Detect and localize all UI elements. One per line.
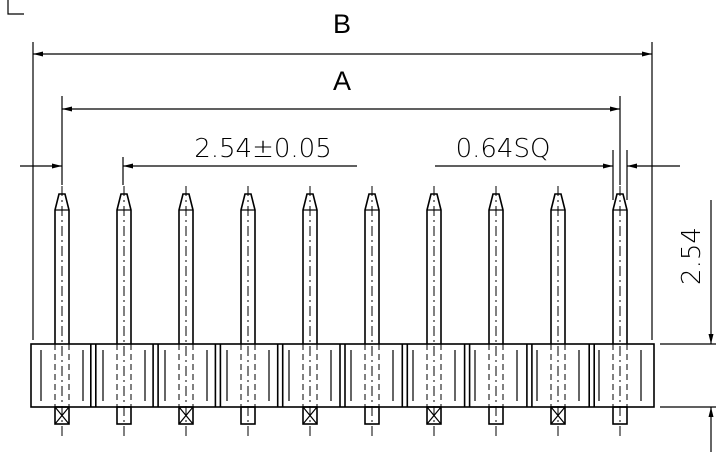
housing-cells — [40, 344, 642, 407]
pin — [488, 186, 504, 438]
pin-tail — [302, 406, 318, 425]
dimension-b: B — [33, 9, 652, 57]
pin-tail-cross — [550, 406, 566, 425]
pin — [54, 186, 70, 438]
dimension-a-label: A — [333, 66, 351, 96]
pin-tail-cross — [426, 406, 442, 425]
pin-tail — [240, 406, 256, 425]
pin-tail — [426, 406, 442, 425]
pin-tail — [116, 406, 132, 425]
pin-tail — [488, 406, 504, 425]
pin-tail — [364, 406, 380, 425]
dimension-pitch-label: 2.54±0.05 — [194, 134, 332, 164]
pin-tail — [612, 406, 628, 425]
pin — [426, 186, 442, 438]
pins — [54, 186, 628, 438]
pin — [240, 186, 256, 438]
pin — [178, 186, 194, 438]
housing — [30, 343, 655, 408]
dimension-pin-height: 2.54 — [677, 200, 714, 452]
dimension-pitch: 2.54±0.05 — [20, 134, 357, 169]
pin-tail-cross — [302, 406, 318, 425]
frame-corner — [7, 0, 24, 15]
pin-tail-cross — [54, 406, 70, 425]
pin-tail — [54, 406, 70, 425]
pin-tail — [178, 406, 194, 425]
pin-tail-cross — [178, 406, 194, 425]
pin — [116, 186, 132, 438]
dimension-a: A — [62, 66, 620, 112]
pin — [302, 186, 318, 438]
pin — [612, 186, 628, 438]
pin — [550, 186, 566, 438]
pin-tail — [550, 406, 566, 425]
dimension-pin-height-label: 2.54 — [677, 227, 707, 285]
pin — [364, 186, 380, 438]
dimension-b-label: B — [333, 9, 351, 39]
dimension-pin-size: 0.64SQ — [435, 134, 680, 169]
dimension-pin-size-label: 0.64SQ — [456, 134, 551, 164]
